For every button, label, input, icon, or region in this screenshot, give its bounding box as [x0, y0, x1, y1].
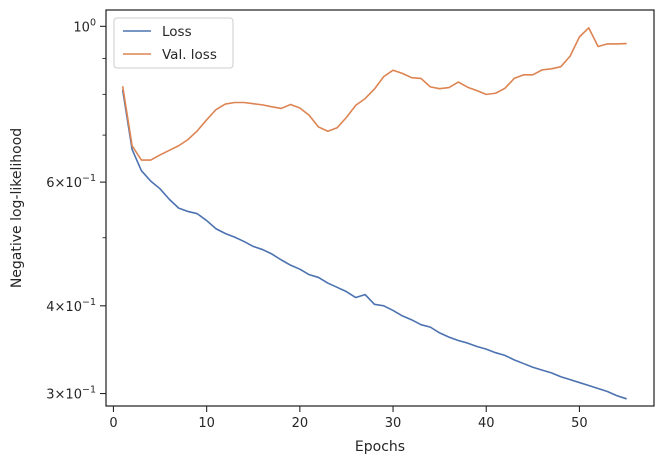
y-tick-label: 6×10−1: [46, 173, 96, 191]
x-tick-label: 20: [292, 416, 309, 431]
lines-layer: [121, 27, 627, 400]
y-axis: 3×10−1 4×10−1 6×10−1 100: [46, 17, 106, 403]
legend: Loss Val. loss: [113, 17, 234, 69]
x-tick-label: 0: [109, 416, 117, 431]
series-line-val-loss: [121, 27, 627, 161]
y-tick-label: 3×10−1: [46, 385, 96, 403]
series-line-loss: [121, 89, 627, 400]
x-tick-label: 10: [198, 416, 215, 431]
y-tick-label: 4×10−1: [46, 297, 96, 315]
legend-label: Loss: [162, 24, 192, 40]
x-tick-label: 30: [385, 416, 402, 431]
y-tick-label: 100: [73, 17, 96, 35]
x-axis-label: Epochs: [355, 439, 405, 455]
plot-area: [106, 10, 654, 406]
legend-label: Val. loss: [162, 47, 217, 63]
x-tick-label: 40: [478, 416, 495, 431]
x-axis: 0 10 20 30 40 50: [109, 406, 588, 431]
y-axis-label: Negative log-likelihood: [9, 128, 25, 288]
plot-frame: [105, 9, 655, 407]
x-tick-label: 50: [571, 416, 588, 431]
